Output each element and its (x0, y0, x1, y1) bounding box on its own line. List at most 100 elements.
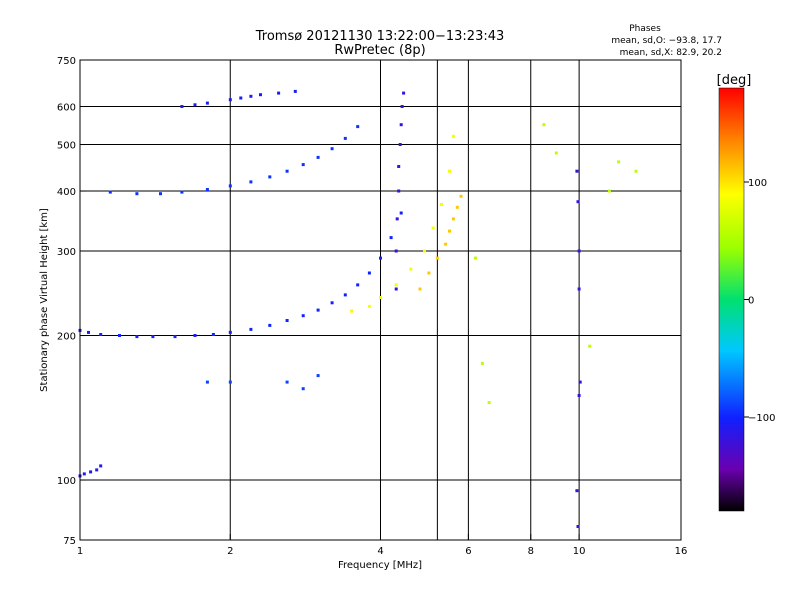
data-point (451, 134, 455, 138)
data-point (418, 287, 422, 291)
data-point (577, 249, 581, 253)
chart-title: Tromsø 20121130 13:22:00−13:23:43 (255, 29, 505, 44)
data-point (285, 169, 289, 173)
data-point (575, 169, 579, 173)
colorbar-tick-label: 100 (748, 178, 767, 189)
y-tick-label: 200 (57, 332, 76, 343)
data-point (399, 211, 403, 215)
data-point (394, 283, 398, 287)
colorbar-ticks: 100 0 −100 (744, 178, 775, 424)
data-point (268, 323, 272, 327)
data-point (285, 319, 289, 322)
stats-title: Phases (629, 24, 661, 34)
colorbar (718, 87, 745, 512)
data-point (356, 283, 360, 287)
data-point (193, 103, 197, 107)
data-point (343, 293, 347, 297)
data-point (554, 151, 558, 155)
data-point (448, 169, 451, 173)
data-point (389, 236, 393, 240)
data-point (259, 93, 262, 97)
data-point (108, 190, 112, 194)
data-point (301, 314, 305, 318)
data-point (474, 256, 477, 260)
data-point (435, 256, 439, 260)
data-point (239, 96, 243, 100)
data-point (455, 205, 459, 209)
data-point (343, 136, 347, 140)
y-axis-label: Stationary phase Virtual Height [km] (39, 208, 50, 392)
data-point (99, 464, 103, 468)
data-point (398, 143, 402, 146)
x-tick-label: 4 (377, 546, 383, 557)
data-point (99, 333, 103, 336)
y-tick-label: 75 (63, 536, 76, 547)
grid (80, 60, 681, 540)
x-tick-label: 8 (528, 546, 534, 557)
data-point (440, 203, 443, 206)
data-point (205, 380, 209, 384)
data-point (211, 333, 215, 336)
data-point (577, 287, 581, 291)
data-point (82, 472, 86, 476)
y-tick-label: 400 (57, 187, 76, 198)
data-point (395, 217, 399, 221)
data-point (448, 229, 451, 233)
data-point (459, 194, 463, 198)
data-point (634, 169, 638, 173)
data-point (205, 188, 209, 191)
data-point (400, 105, 404, 108)
data-point (330, 301, 334, 305)
data-point (367, 304, 371, 308)
data-point (316, 374, 320, 378)
data-point (397, 165, 401, 168)
stats-line-x: mean, sd,X: 82.9, 20.2 (620, 48, 722, 58)
data-point (228, 380, 232, 384)
data-point (173, 335, 177, 339)
data-point (277, 91, 281, 95)
data-point (159, 192, 162, 196)
data-points (78, 89, 638, 528)
y-tick-label: 500 (57, 141, 76, 152)
data-point (402, 91, 406, 95)
data-point (575, 489, 579, 493)
colorbar-tick-label: −100 (748, 413, 775, 424)
y-tick-label: 750 (57, 56, 76, 67)
data-point (89, 470, 93, 474)
data-point (431, 226, 435, 230)
data-point (316, 155, 320, 159)
data-point (399, 123, 403, 127)
data-point (607, 189, 611, 193)
data-point (135, 192, 139, 196)
data-point (193, 334, 197, 337)
data-point (487, 401, 491, 405)
x-tick-label: 1 (77, 546, 83, 557)
data-point (87, 330, 90, 334)
x-tick-label: 10 (573, 546, 586, 557)
data-point (285, 380, 289, 384)
data-point (180, 105, 184, 108)
x-tick-label: 6 (465, 546, 471, 557)
data-point (444, 242, 448, 246)
colorbar-tick-label: 0 (748, 296, 754, 307)
data-point (379, 256, 382, 260)
data-point (135, 335, 139, 339)
data-point (576, 525, 580, 528)
data-point (268, 175, 272, 179)
chart-subtitle: RwPretec (8p) (334, 43, 425, 58)
data-point (249, 180, 253, 184)
data-point (451, 217, 455, 221)
data-point (577, 394, 581, 397)
data-point (394, 249, 398, 253)
data-point (379, 296, 382, 299)
data-point (95, 468, 99, 472)
data-point (367, 271, 371, 275)
data-point (578, 380, 582, 384)
y-tick-label: 100 (57, 476, 76, 487)
stats-line-o: mean, sd,O: −93.8, 17.7 (611, 36, 722, 46)
data-point (205, 101, 209, 105)
data-point (427, 271, 431, 275)
colorbar-label: [deg] (717, 73, 752, 88)
data-point (249, 327, 253, 331)
